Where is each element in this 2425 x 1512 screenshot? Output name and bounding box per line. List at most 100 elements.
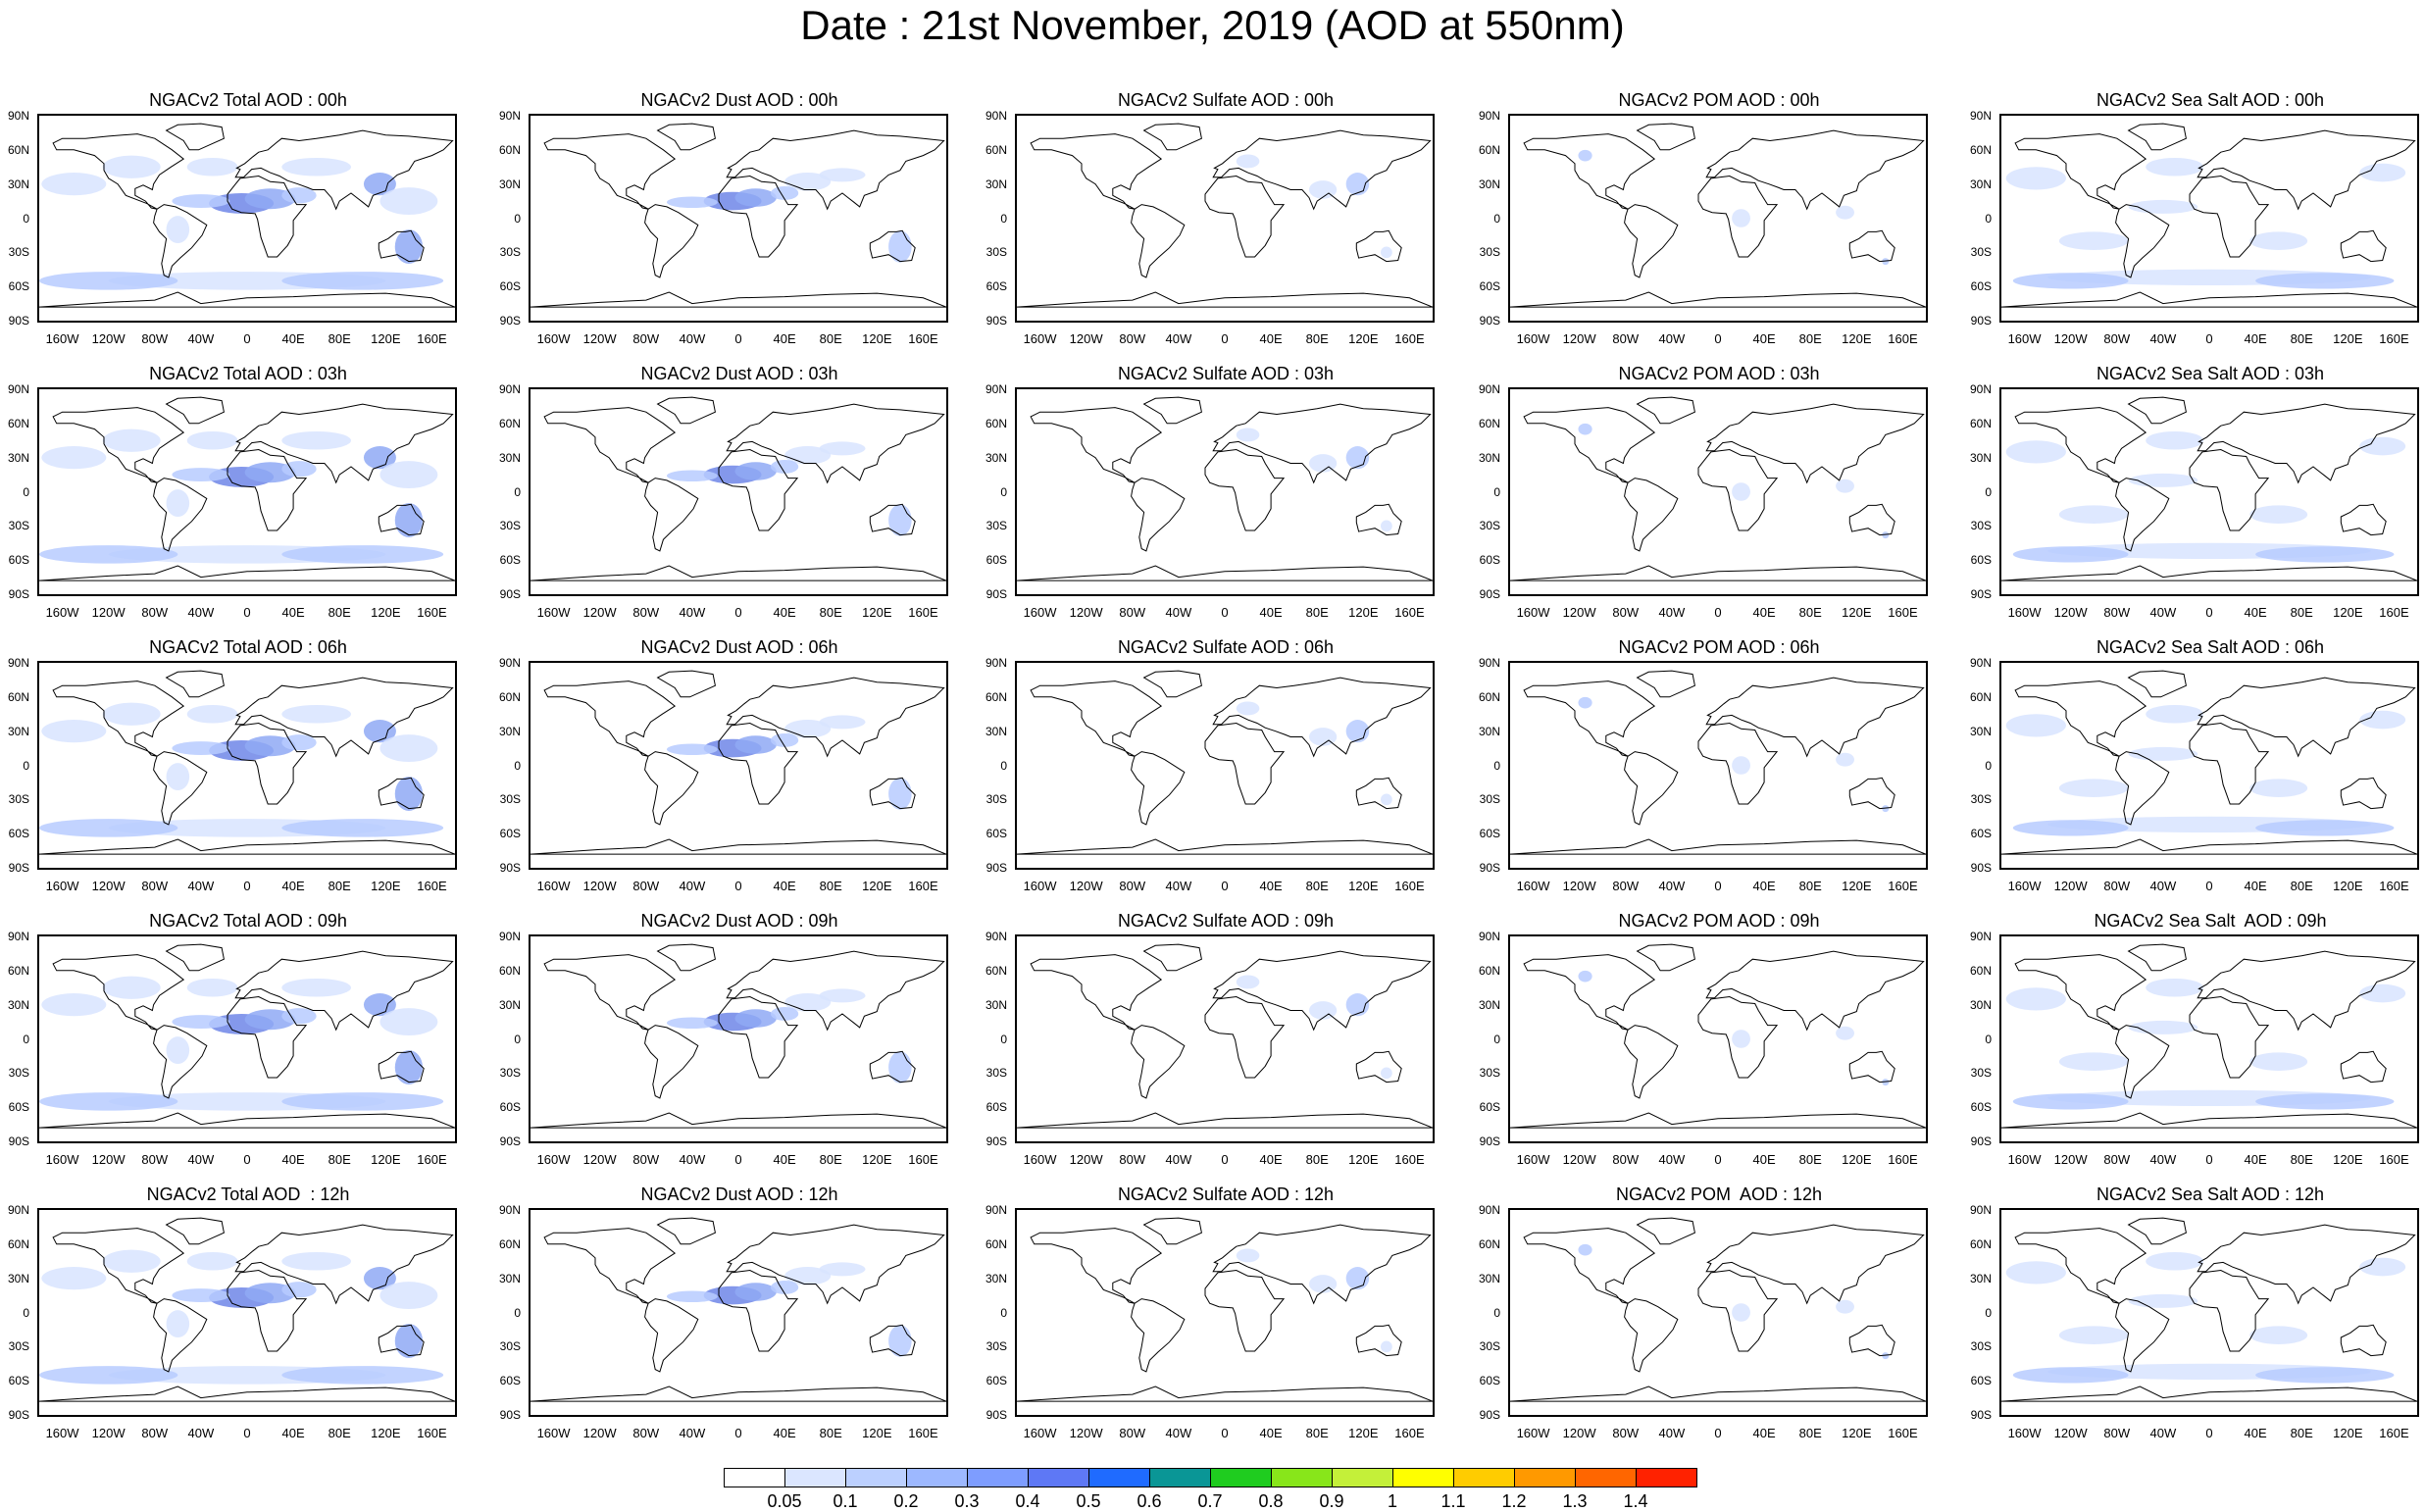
colorbar-swatch xyxy=(1514,1468,1576,1487)
aod-plume xyxy=(2249,1052,2308,1072)
lat-tick-label: 60N xyxy=(498,416,521,430)
map-panel: NGACv2 Dust AOD : 03h 90N 60N 30N 0 30S 60S 90S… xyxy=(491,364,952,633)
coastline xyxy=(2340,229,2387,263)
lat-tick-label: 90S xyxy=(1970,314,1992,328)
coastline xyxy=(530,1386,946,1402)
coastline xyxy=(2127,670,2187,698)
lat-tick-label: 90S xyxy=(985,314,1007,328)
coastline xyxy=(165,123,225,151)
coastline xyxy=(165,943,225,972)
lon-tick-label: 80W xyxy=(632,1426,660,1440)
aod-plume xyxy=(363,173,396,196)
colorbar-label: 1 xyxy=(1387,1491,1397,1511)
lon-tick-label: 120W xyxy=(582,605,617,620)
lat-tick-label: 90S xyxy=(1479,314,1500,328)
lon-tick-label: 120E xyxy=(1842,605,1872,620)
lat-tick-label: 30N xyxy=(985,450,1007,465)
lat-tick-label: 30N xyxy=(498,724,521,738)
map-frame xyxy=(37,934,457,1143)
lat-tick-label: 60S xyxy=(499,827,521,841)
panel-title: NGACv2 Dust AOD : 09h xyxy=(640,911,838,931)
lon-tick-label: 120W xyxy=(91,605,126,620)
lon-tick-label: 40E xyxy=(2244,1152,2267,1167)
aod-plume xyxy=(734,188,777,207)
lon-tick-label: 80E xyxy=(1798,1426,1822,1440)
aod-plume xyxy=(1236,154,1260,169)
lon-tick-label: 40E xyxy=(1259,605,1283,620)
colorbar-swatch xyxy=(1149,1468,1211,1487)
aod-plume xyxy=(39,545,178,564)
aod-plume xyxy=(281,734,317,751)
lon-tick-label: 160W xyxy=(45,1152,79,1167)
aod-plume xyxy=(186,704,238,724)
aod-plume xyxy=(1732,1030,1750,1048)
lon-tick-label: 80W xyxy=(141,331,169,346)
lon-tick-label: 160E xyxy=(2379,1426,2409,1440)
lon-tick-label: 0 xyxy=(243,331,251,346)
coastline xyxy=(1510,1386,1926,1402)
coastline xyxy=(1523,133,1656,210)
lon-tick-label: 160E xyxy=(1394,1152,1425,1167)
lat-tick-label: 30S xyxy=(499,1339,521,1354)
lat-tick-label: 0 xyxy=(1000,211,1007,226)
aod-map xyxy=(1017,1217,1433,1402)
aod-plume xyxy=(172,194,230,209)
lat-tick-label: 60N xyxy=(1478,1236,1500,1251)
aod-plume xyxy=(888,230,912,263)
aod-plume xyxy=(1578,696,1592,709)
lat-tick-label: 0 xyxy=(1985,1305,1992,1320)
coastline xyxy=(2189,175,2270,258)
aod-plume xyxy=(186,430,238,450)
lat-tick-label: 0 xyxy=(1985,211,1992,226)
aod-plume xyxy=(186,978,238,997)
lat-tick-label: 90S xyxy=(985,1408,1007,1422)
map-panel: NGACv2 Sea Salt AOD : 03h 90N 60N 30N 0 30S 60… xyxy=(1962,364,2423,633)
lon-tick-label: 0 xyxy=(734,879,742,893)
lat-tick-label: 30S xyxy=(1970,245,1992,260)
lon-tick-label: 0 xyxy=(243,1152,251,1167)
coastline xyxy=(1624,1025,1679,1099)
lat-tick-label: 60N xyxy=(7,963,29,978)
lat-tick-label: 60N xyxy=(498,689,521,704)
aod-plume xyxy=(1381,1340,1392,1353)
lon-tick-label: 40W xyxy=(1165,1426,1192,1440)
lat-tick-label: 30N xyxy=(1478,997,1500,1012)
lon-tick-label: 120W xyxy=(2053,1426,2088,1440)
lat-tick-label: 60N xyxy=(1969,1236,1992,1251)
lat-tick-label: 60N xyxy=(7,416,29,430)
aod-plume xyxy=(2005,167,2066,190)
coastline xyxy=(1212,1224,1432,1305)
coastline xyxy=(656,670,716,698)
lon-tick-label: 40E xyxy=(281,331,305,346)
lat-tick-label: 90N xyxy=(1969,930,1992,943)
aod-plume xyxy=(2058,505,2129,525)
aod-plume xyxy=(41,1267,107,1290)
aod-map xyxy=(530,670,946,855)
map-panel: NGACv2 Total AOD : 06h 90N 60N 30N 0 30S 60S 90… xyxy=(0,637,461,907)
coastline xyxy=(1030,407,1163,483)
lon-tick-label: 80E xyxy=(1305,331,1329,346)
coastline xyxy=(543,680,677,757)
colorbar-swatch xyxy=(967,1468,1029,1487)
coastline xyxy=(726,129,945,211)
aod-map xyxy=(1017,943,1433,1129)
coastline xyxy=(153,204,208,278)
coastline xyxy=(1848,503,1895,536)
lat-tick-label: 30S xyxy=(1479,792,1500,807)
lon-tick-label: 0 xyxy=(734,331,742,346)
lon-tick-label: 40E xyxy=(773,1426,796,1440)
coastline xyxy=(1697,175,1779,258)
aod-plume xyxy=(770,1006,799,1021)
aod-plume xyxy=(379,1282,438,1310)
coastline xyxy=(378,777,425,810)
lat-tick-label: 90N xyxy=(498,656,521,670)
map-frame xyxy=(1508,387,1928,596)
map-frame xyxy=(529,387,948,596)
panel-title: NGACv2 Dust AOD : 00h xyxy=(640,90,838,110)
lon-tick-label: 120W xyxy=(2053,605,2088,620)
lat-tick-label: 60S xyxy=(1970,553,1992,568)
lat-tick-label: 60N xyxy=(985,1236,1007,1251)
lon-tick-label: 80W xyxy=(1119,1426,1146,1440)
lat-tick-label: 0 xyxy=(514,484,521,499)
lon-tick-label: 0 xyxy=(1714,1152,1722,1167)
